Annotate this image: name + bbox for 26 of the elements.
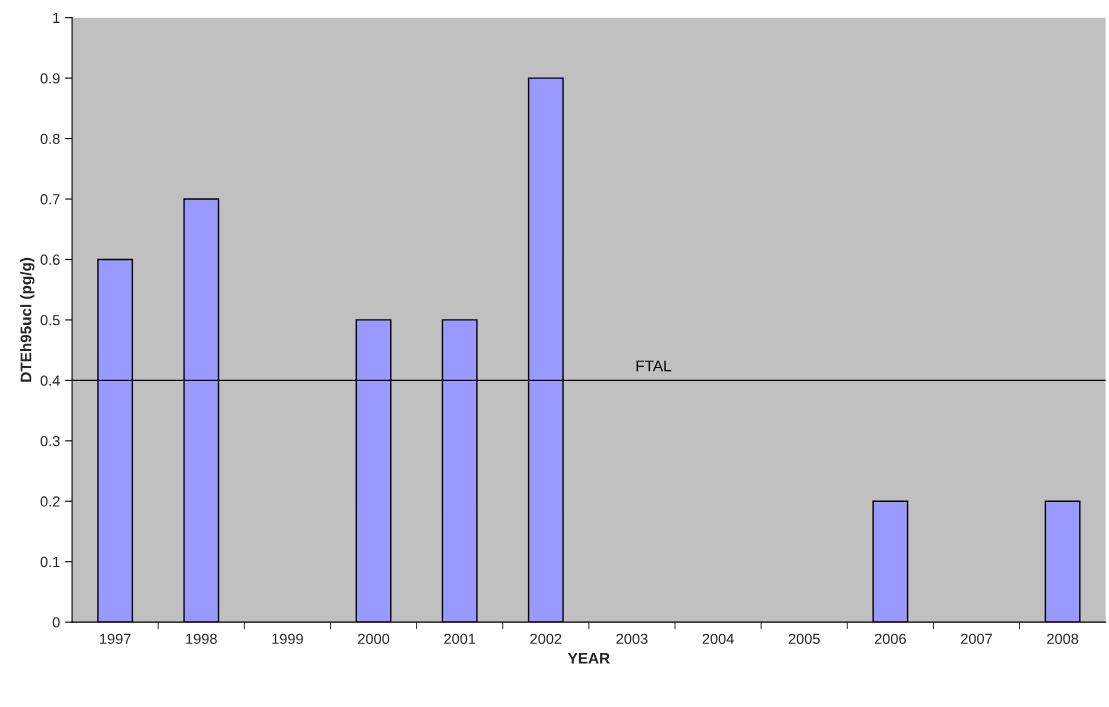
y-axis-title: DTEh95ucl (pg/g)	[20, 257, 35, 382]
x-tick-label: 1997	[100, 633, 131, 644]
y-tick-label: 0.4	[40, 375, 60, 386]
x-tick-label: 2004	[702, 633, 734, 644]
x-tick-label: 2000	[358, 633, 390, 644]
y-tick-label: 1	[53, 12, 60, 23]
x-tick-label: 2008	[1047, 633, 1079, 644]
ref-line-label: FTAL	[636, 360, 672, 372]
y-tick-label: 0.5	[40, 315, 60, 326]
x-tick-label: 2002	[530, 633, 562, 644]
y-tick-label: 0.6	[40, 254, 60, 265]
x-axis-title: YEAR	[567, 652, 610, 664]
y-tick-label: 0.9	[40, 73, 60, 84]
y-tick-label: 0.7	[40, 194, 60, 205]
x-tick-label: 1998	[186, 633, 217, 644]
y-tick-label: 0.8	[40, 133, 60, 144]
x-tick-label: 2001	[444, 633, 476, 644]
y-tick-label: 0.1	[40, 556, 60, 568]
y-tick-label: 0	[52, 617, 60, 628]
x-tick-label: 2006	[874, 633, 906, 644]
x-tick-label: 2005	[788, 633, 820, 644]
x-tick-label: 1999	[272, 633, 303, 644]
x-tick-label: 2003	[616, 633, 648, 644]
x-tick-label: 2007	[960, 633, 992, 644]
y-tick-label: 0.2	[40, 496, 60, 507]
y-tick-label: 0.3	[40, 435, 60, 447]
